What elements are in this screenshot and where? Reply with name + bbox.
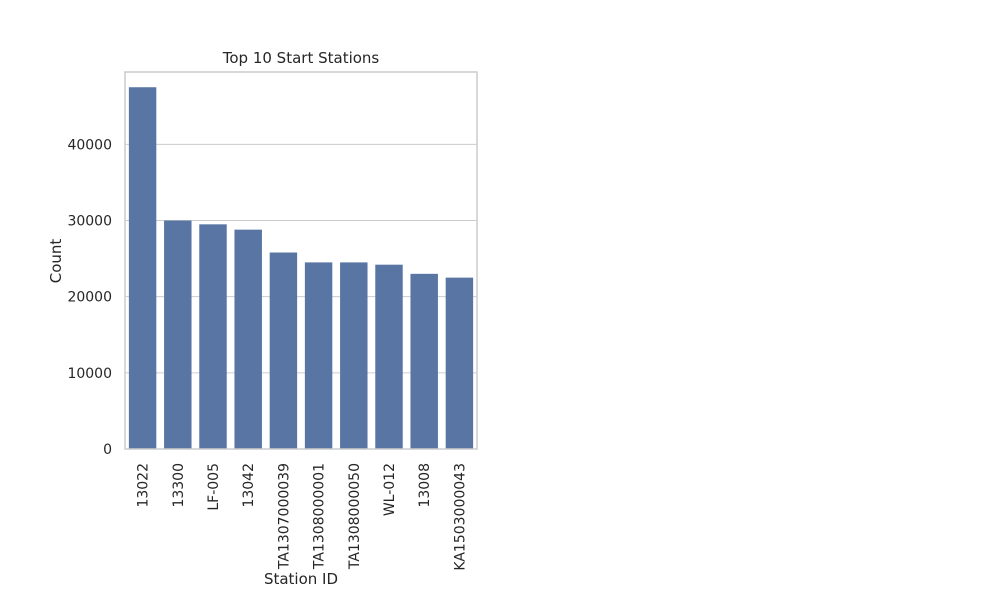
bar-13022 (128, 87, 157, 449)
bar-lf-005 (199, 224, 227, 449)
y-tick-labels: 0 10000 20000 30000 40000 (67, 137, 112, 458)
y-axis-label: Count (47, 239, 65, 284)
x-tick-label: WL-012 (382, 463, 398, 516)
bar-13042 (234, 229, 262, 449)
bars (128, 87, 474, 449)
bar-13300 (164, 220, 192, 449)
x-tick-labels: 13022 13300 LF-005 13042 TA1307000039 TA13080… (136, 463, 469, 571)
x-tick-label: KA1503000043 (452, 463, 468, 571)
x-tick-label: TA1308000001 (312, 463, 328, 570)
x-tick-label: LF-005 (206, 463, 222, 511)
x-axis-label: Station ID (264, 570, 338, 588)
y-tick-label: 30000 (67, 214, 112, 230)
y-tick-label: 0 (103, 442, 112, 458)
x-tick-label: TA1308000050 (347, 463, 363, 570)
plot-frame (124, 71, 478, 450)
y-tick-label: 10000 (67, 366, 112, 382)
bar-ta1308000001 (304, 262, 333, 449)
x-tick-label: 13042 (241, 463, 257, 508)
bar-ka1503000043 (445, 277, 474, 449)
bar-ta1307000039 (269, 252, 298, 449)
x-tick-label: 13022 (136, 463, 152, 508)
bar-ta1308000050 (340, 262, 368, 449)
bar-13008 (410, 273, 438, 449)
x-tick-label: TA1307000039 (276, 463, 292, 570)
x-tick-label: 13008 (417, 463, 433, 508)
y-tick-label: 40000 (67, 137, 112, 153)
x-tick-label: 13300 (171, 463, 187, 508)
chart-title: Top 10 Start Stations (222, 49, 380, 67)
y-tick-label: 20000 (67, 290, 112, 306)
bar-wl-012 (375, 264, 403, 449)
